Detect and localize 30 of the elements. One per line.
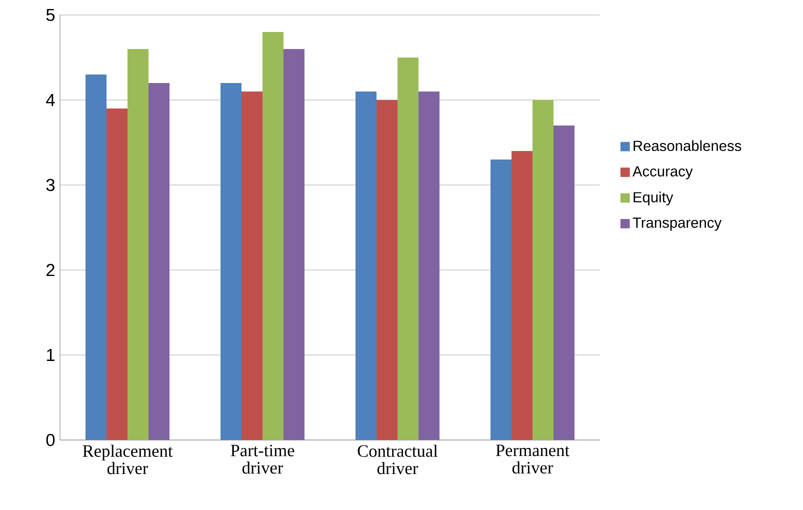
legend-label: Reasonableness [634, 140, 742, 152]
bar [148, 82, 170, 440]
bar [532, 100, 554, 440]
bar [262, 32, 284, 440]
bar [554, 125, 574, 440]
x-tick-label: Permanent driver [496, 444, 570, 474]
bar [220, 82, 242, 440]
y-tick-label: 3 [46, 178, 55, 192]
legend-label: Accuracy [632, 166, 693, 180]
bar [86, 74, 107, 440]
y-tick-label: 4 [46, 94, 55, 106]
y-tick-label: 0 [46, 434, 55, 446]
bar [106, 108, 128, 440]
y-tick-label: 1 [46, 349, 54, 361]
x-tick-label: Replacement driver [82, 444, 173, 474]
legend-label: Transparency [632, 218, 722, 231]
bar [376, 100, 398, 440]
bar [418, 91, 440, 440]
legend-label: Equity [634, 192, 674, 206]
x-tick-label: Contractual driver [358, 444, 438, 474]
y-tick-label: 5 [46, 8, 55, 22]
bar [242, 91, 263, 440]
bar [512, 150, 532, 440]
bar [490, 159, 512, 440]
bar [398, 57, 419, 440]
bar [356, 91, 377, 440]
y-tick-label: 2 [46, 264, 54, 276]
x-tick-label: Part-time driver [230, 444, 294, 474]
bar [284, 48, 305, 440]
bar [128, 48, 149, 440]
